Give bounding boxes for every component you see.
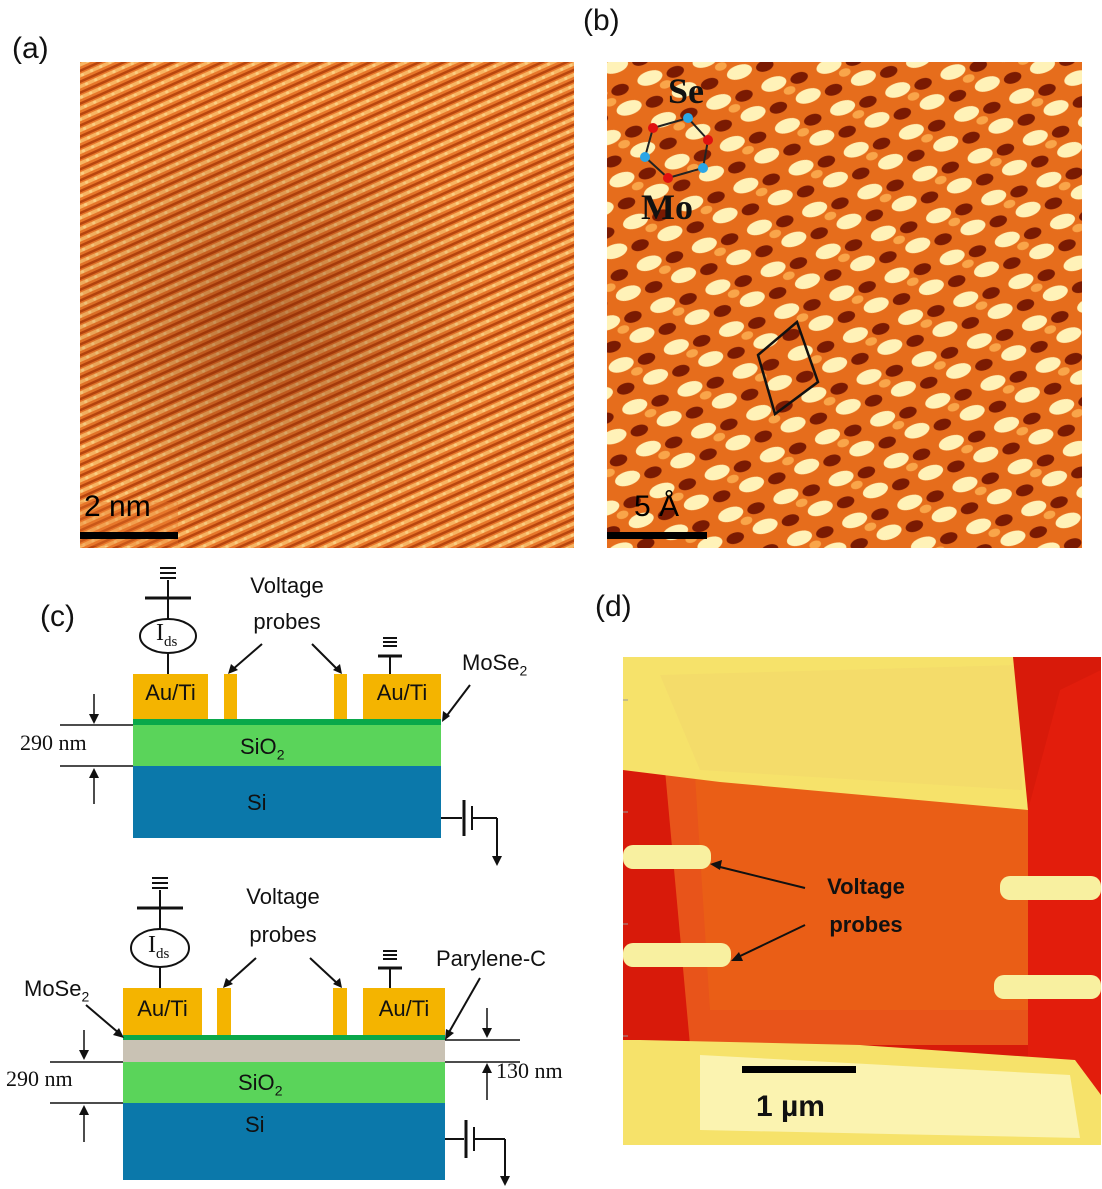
panel-a <box>80 62 574 548</box>
atom-label-se: Se <box>668 71 704 111</box>
parylene-label: Parylene-C <box>436 946 547 971</box>
parylene-thickness-label: 130 nm <box>496 1058 563 1083</box>
contact-right-label: Au/Ti <box>376 680 428 705</box>
panel-c-bottom-device <box>50 877 520 1186</box>
voltage-probes-label: Voltage probes <box>250 573 324 634</box>
si-label: Si <box>245 1112 265 1137</box>
afm-voltage-probe-left-top <box>623 845 711 869</box>
voltage-probe-right <box>334 674 347 719</box>
mose2-label: MoSe2 <box>462 650 528 679</box>
sio2-label: SiO2 <box>238 1070 283 1099</box>
afm-voltage-probes-label: Voltage probes <box>827 874 905 937</box>
si-layer <box>123 1103 445 1180</box>
unit-cell-rhombus <box>756 319 820 417</box>
parylene-layer <box>123 1040 445 1062</box>
contact-left <box>123 988 202 1035</box>
ammeter-label: Ids <box>148 932 170 962</box>
sio2-layer <box>133 725 441 766</box>
scale-bar-label-a: 2 nm <box>84 490 151 523</box>
sio2-layer <box>123 1062 445 1103</box>
contact-right <box>363 988 445 1035</box>
ammeter-label: Ids <box>156 620 178 650</box>
scale-bar-a <box>80 532 178 539</box>
voltage-probe-left <box>224 674 237 719</box>
contact-left-label: Au/Ti <box>145 680 196 705</box>
scale-bar-label-d: 1 µm <box>756 1090 825 1123</box>
si-layer <box>133 766 441 838</box>
contact-left-label: Au/Ti <box>137 996 188 1021</box>
thickness-label: 290 nm <box>6 1066 73 1092</box>
sio2-label: SiO2 <box>240 734 285 763</box>
voltage-probe-right <box>333 988 347 1035</box>
afm-voltage-probe-left-bottom <box>623 943 731 967</box>
scale-bar-b <box>607 532 707 539</box>
mose2-label: MoSe2 <box>24 976 90 1005</box>
contact-left <box>133 674 208 719</box>
contact-right <box>363 674 441 719</box>
mose2-layer <box>133 719 441 725</box>
contact-right-label: Au/Ti <box>378 996 430 1021</box>
scale-bar-d <box>742 1066 856 1073</box>
panel-c-top-device <box>60 567 502 866</box>
scale-bar-label-b: 5 Å <box>634 490 680 523</box>
atom-label-mo: Mo <box>641 187 693 227</box>
voltage-probes-label: Voltage probes <box>246 884 320 947</box>
panel-d <box>623 657 1101 1145</box>
hexagon-ring-icon <box>640 113 713 183</box>
mose2-layer <box>123 1035 445 1040</box>
voltage-probe-left <box>217 988 231 1035</box>
panel-label-a: (a) <box>12 32 49 65</box>
si-label: Si <box>247 790 267 815</box>
stm-image-b <box>607 62 1082 548</box>
panel-b <box>607 62 1082 548</box>
thickness-label: 290 nm <box>20 730 87 756</box>
panel-label-b: (b) <box>583 4 620 37</box>
panel-label-c: (c) <box>40 600 75 633</box>
panel-label-d: (d) <box>595 590 632 623</box>
